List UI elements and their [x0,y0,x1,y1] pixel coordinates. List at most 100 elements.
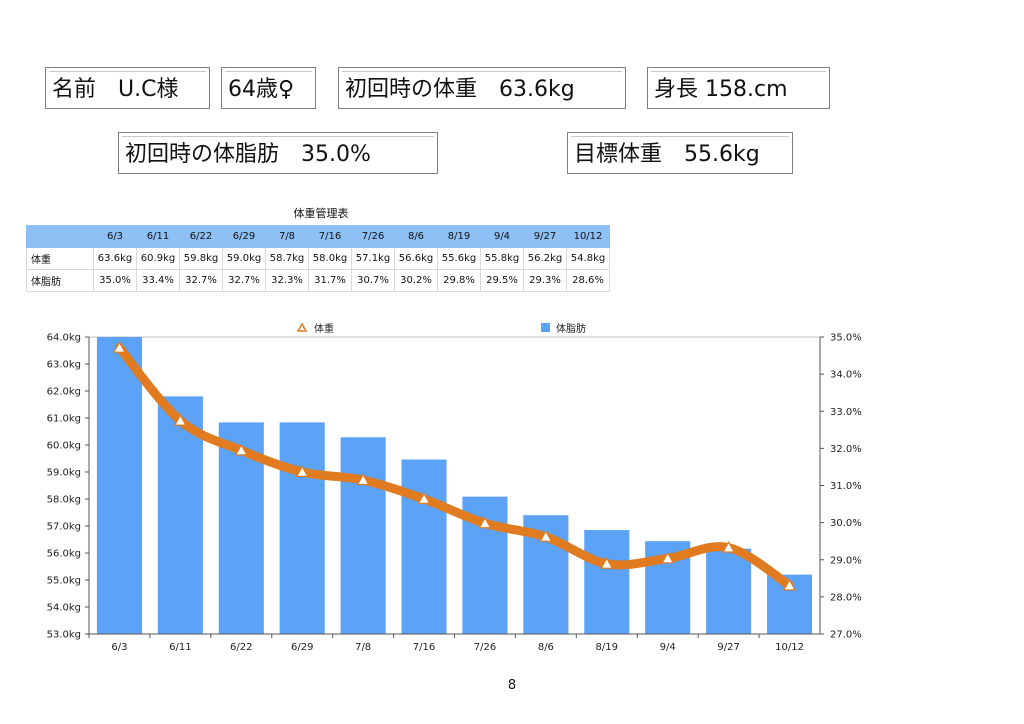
weight-marker [600,557,614,569]
x-tick-label: 8/19 [596,642,618,653]
right-tick-label: 30.0% [830,518,862,529]
table-cell: 32.3% [265,269,309,292]
x-tick-label: 9/4 [660,642,676,653]
table-date-header: 6/29 [222,225,266,248]
left-tick-label: 62.0kg [47,387,81,398]
height-field: 身長 158.cm [647,67,830,109]
right-tick-label: 31.0% [830,481,862,492]
x-tick-label: 7/26 [474,642,496,653]
table-cell: 28.6% [566,269,610,292]
x-tick-label: 8/6 [538,642,554,653]
left-tick-label: 60.0kg [47,441,81,452]
x-tick-label: 7/8 [355,642,371,653]
table-cell: 29.3% [523,269,567,292]
table-date-header: 7/8 [265,225,309,248]
table-date-header: 10/12 [566,225,610,248]
right-tick-label: 32.0% [830,444,862,455]
x-tick-label: 6/11 [169,642,191,653]
target-weight-text: 目標体重 55.6kg [574,142,760,167]
table-cell: 31.7% [308,269,352,292]
table-cell: 57.1kg [351,247,395,270]
initial-body-fat-field: 初回時の体脂肪 35.0% [118,132,438,174]
height-text: 身長 158.cm [654,77,788,102]
left-tick-label: 53.0kg [47,630,81,641]
weight-marker [356,473,370,486]
table-row-label: 体重 [26,247,94,270]
x-tick-label: 9/27 [717,642,739,653]
weight-marker [783,578,797,591]
x-tick-label: 6/29 [291,642,313,653]
table-cell: 60.9kg [136,247,180,270]
weight-marker [173,413,187,426]
left-tick-label: 57.0kg [47,522,81,533]
x-tick-label: 6/22 [230,642,252,653]
table-cell: 58.0kg [308,247,352,270]
table-cell: 32.7% [179,269,223,292]
table-cell: 59.8kg [179,247,223,270]
table-cell: 33.4% [136,269,180,292]
table-cell: 32.7% [222,269,266,292]
left-tick-label: 59.0kg [47,468,81,479]
age-text: 64歳♀ [228,77,295,102]
right-tick-label: 28.0% [830,592,862,603]
legend-weight-label: 体重 [314,322,334,335]
table-date-header: 7/26 [351,225,395,248]
page-number: 8 [507,678,517,693]
plot-area [88,336,821,635]
bodyfat-bar [279,422,325,634]
table-date-header: 6/22 [179,225,223,248]
legend-weight-marker [296,322,308,332]
table-cell: 29.5% [480,269,524,292]
table-title: 体重管理表 [293,207,349,220]
target-weight-field: 目標体重 55.6kg [567,132,793,174]
weight-management-table: 6/3 6/11 6/22 6/29 7/8 7/16 7/26 8/6 8/19 9/4 9/27… [26,225,610,292]
weight-bodyfat-chart: 53.0kg 54.0kg 55.0kg 56.0kg 57.0kg 58.0kg 59.0… [47,322,862,653]
table-cell: 58.7kg [265,247,309,270]
left-tick-label: 55.0kg [47,576,81,587]
table-date-header: 7/16 [308,225,352,248]
table-row: 体脂肪 35.0% 33.4% 32.7% 32.7% 32.3% 31.7% 30.7% 30… [26,269,610,292]
left-tick-label: 64.0kg [47,333,81,344]
table-date-header: 6/3 [93,225,137,248]
bodyfat-bar [340,437,386,634]
left-tick-label: 61.0kg [47,414,81,425]
table-cell: 30.2% [394,269,438,292]
right-tick-label: 27.0% [830,630,862,641]
bodyfat-bar [706,548,752,634]
bodyfat-bar [96,337,142,634]
right-tick-label: 35.0% [830,333,862,344]
table-date-header: 9/4 [480,225,524,248]
legend-bodyfat-label: 体脂肪 [556,322,586,335]
table-date-header: 9/27 [523,225,567,248]
weight-marker [295,465,309,477]
table-cell: 55.8kg [480,247,524,270]
bodyfat-bar [584,530,630,634]
table-header-row: 6/3 6/11 6/22 6/29 7/8 7/16 7/26 8/6 8/19 9/4 9/27… [26,225,610,248]
table-cell: 63.6kg [93,247,137,270]
x-tick-label: 6/3 [111,642,127,653]
bodyfat-bar [401,459,447,634]
weight-marker [417,492,431,504]
initial-body-fat-text: 初回時の体脂肪 35.0% [125,142,371,167]
legend-bodyfat-swatch [541,323,550,332]
table-cell: 59.0kg [222,247,266,270]
table-cell: 30.7% [351,269,395,292]
table-cell: 29.8% [437,269,481,292]
weight-marker [661,551,675,564]
left-tick-label: 56.0kg [47,549,81,560]
name-field: 名前 U.C様 [45,67,210,109]
right-tick-label: 33.0% [830,407,862,418]
right-tick-label: 29.0% [830,555,862,566]
weight-line [114,343,795,590]
initial-weight-field: 初回時の体重 63.6kg [338,67,626,109]
table-cell: 55.6kg [437,247,481,270]
table-date-header: 6/11 [136,225,180,248]
table-date-header: 8/19 [437,225,481,248]
right-tick-label: 34.0% [830,370,862,381]
left-tick-label: 54.0kg [47,603,81,614]
weight-marker [112,341,126,353]
weight-marker [722,540,736,553]
weight-marker [539,530,553,542]
table-row: 体重 63.6kg 60.9kg 59.8kg 59.0kg 58.7kg 58.0kg 57… [26,247,610,270]
table-row-label: 体脂肪 [26,269,94,292]
